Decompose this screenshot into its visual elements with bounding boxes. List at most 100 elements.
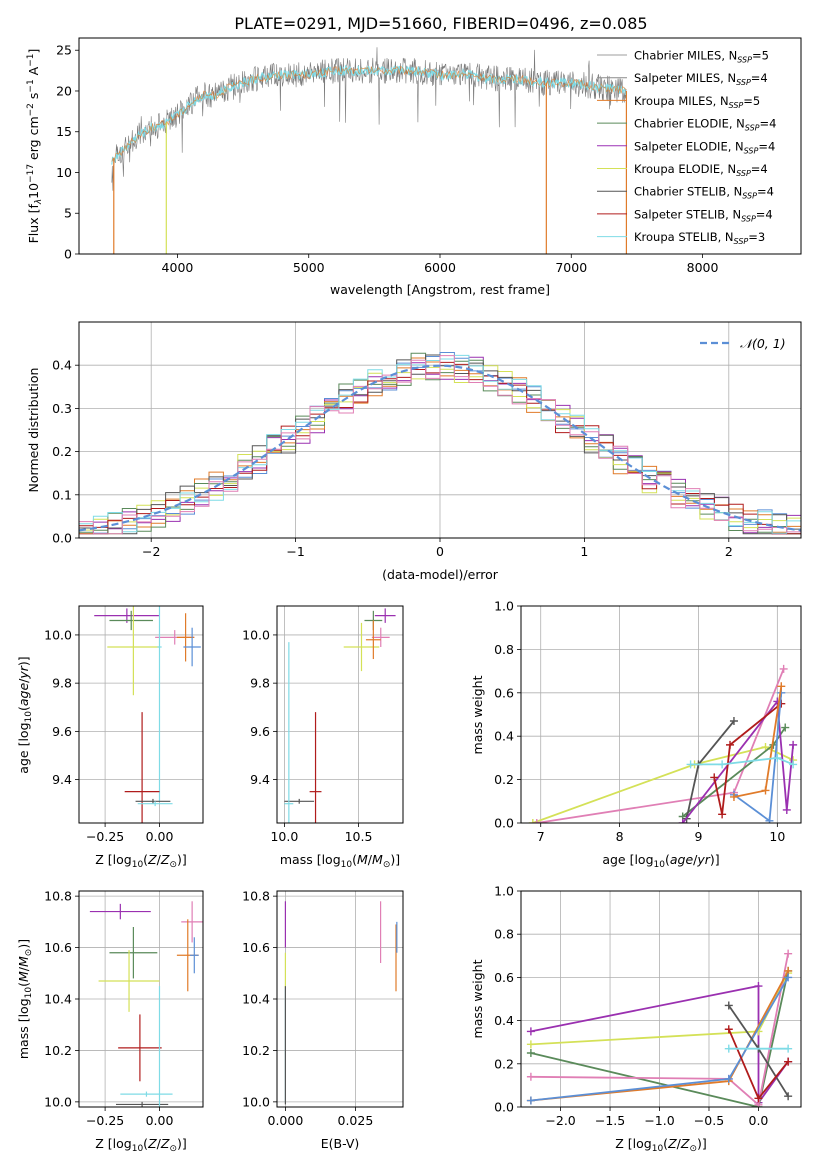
y-axis-label-part: s <box>26 93 41 104</box>
y-axis-label-part: 10 <box>26 183 41 199</box>
legend-entry: Kroupa ELODIE, NSSP=4 <box>634 162 768 178</box>
y-tick-label: 9.6 <box>52 724 72 739</box>
y-axis-label: Flux [fλ10−17 erg cm−2 s−1 A−1] <box>26 49 44 244</box>
x-tick-label: 1 <box>580 544 588 559</box>
axis-label-part: ⊙ <box>24 949 34 957</box>
x-tick-label: 9 <box>694 829 702 844</box>
x-tick-label: 0.025 <box>338 1113 374 1128</box>
axis-label-part: Z [log <box>95 1136 131 1151</box>
series-point <box>761 743 770 752</box>
axis-label-part: Z [log <box>615 1136 651 1151</box>
axis-label-part: mass [log <box>16 998 31 1059</box>
panel-spectrum: 4000 5000 6000 7000 8000 0 5 10 15 20 25 wavelength… <box>26 37 802 297</box>
axis-label-part: )] <box>16 656 31 666</box>
x-axis-label: age [log10(age/yr)] <box>602 852 719 870</box>
series-point <box>724 1044 733 1053</box>
axis-label-part: ( <box>663 1136 668 1151</box>
series-point <box>528 819 537 823</box>
x-tick-label: 0.00 <box>146 1113 174 1128</box>
y-tick-label: 0 <box>64 247 72 262</box>
axis-label-part: ( <box>16 982 31 987</box>
x-tick-label: −1.5 <box>595 1113 625 1128</box>
x-axis-label: (data-model)/error <box>382 567 499 582</box>
histogram-step <box>79 355 801 535</box>
series-point <box>526 1049 535 1057</box>
x-tick-label: −1 <box>286 544 304 559</box>
axis-label-part: 10 <box>652 1144 664 1154</box>
axis-label-part: ( <box>143 1136 148 1151</box>
legend-entry: Kroupa MILES, NSSP=5 <box>634 94 760 110</box>
y-tick-label: 10.4 <box>242 992 270 1007</box>
axis-label-part: age <box>670 852 694 867</box>
x-tick-label: 0 <box>436 544 444 559</box>
x-tick-label: 10.0 <box>270 829 298 844</box>
series-point <box>765 816 774 823</box>
y-axis-label-part: λ <box>34 199 44 205</box>
series-point <box>782 805 791 814</box>
x-tick-label: 8 <box>616 829 624 844</box>
series-point <box>526 1096 535 1105</box>
series-point <box>789 740 798 749</box>
x-tick-label: 6000 <box>424 260 456 275</box>
axis-label-part: )] <box>710 852 720 867</box>
y-tick-label: 0.2 <box>494 772 514 787</box>
axes-frame <box>520 605 802 824</box>
y-tick-label: 10.8 <box>242 889 270 904</box>
axis-label-part: ( <box>16 706 31 711</box>
y-tick-label: 10.6 <box>242 940 270 955</box>
y-tick-label: 0.4 <box>52 358 72 373</box>
axis-label-part: )] <box>177 852 187 867</box>
y-axis-label-part: Flux [f <box>26 204 41 244</box>
y-tick-label: 10.0 <box>242 627 270 642</box>
y-axis-label-part: −17 <box>26 164 36 183</box>
y-tick-label: 0.4 <box>494 1013 514 1028</box>
series-point <box>718 760 727 769</box>
y-tick-label: 9.8 <box>52 676 72 691</box>
x-tick-label: −0.25 <box>86 1113 124 1128</box>
axis-label-part: Z <box>147 1136 157 1151</box>
axis-label-part: / <box>16 678 31 683</box>
axis-label-part: )] <box>16 939 31 949</box>
series-point <box>526 1027 535 1036</box>
axis-label-part: )] <box>697 1136 707 1151</box>
axes-frame <box>276 890 404 1108</box>
series-point <box>777 682 786 691</box>
series-point <box>781 723 790 732</box>
axis-label-part: / <box>16 966 31 971</box>
legend-entry: 𝒩(0, 1) <box>740 336 786 351</box>
y-tick-label: 9.8 <box>250 676 270 691</box>
y-axis-label: age [log10(age/yr)] <box>16 656 34 773</box>
series-point <box>678 819 687 823</box>
y-tick-label: 0.6 <box>494 970 514 985</box>
legend-entry: Chabrier MILES, NSSP=5 <box>634 49 769 65</box>
x-tick-label: −2.0 <box>545 1113 575 1128</box>
panel-mass-vs-EBV: 0.000 0.025 10.0 10.2 10.4 10.6 10.8 E(B-V) <box>242 889 404 1151</box>
y-tick-label: 5 <box>64 206 72 221</box>
normal-curve <box>79 364 801 532</box>
x-axis-label: Z [log10(Z/Z⊙)] <box>615 1136 707 1154</box>
series-point <box>532 819 541 823</box>
spectrum-model-line <box>111 65 627 162</box>
x-tick-label: 4000 <box>162 260 194 275</box>
series-point <box>784 1092 793 1101</box>
y-tick-label: 0.2 <box>494 1056 514 1071</box>
plot-area <box>111 47 628 254</box>
axis-label-part: ( <box>143 852 148 867</box>
series-point <box>718 810 727 819</box>
axis-label-part: / <box>157 1136 162 1151</box>
y-axis-label: mass weight <box>470 959 485 1038</box>
series-line <box>530 984 789 1106</box>
y-tick-label: 0.0 <box>494 1100 514 1115</box>
axis-label-part: ( <box>665 852 670 867</box>
axis-label-part: yr <box>16 665 31 679</box>
series-point <box>784 973 793 982</box>
axes-frame <box>78 605 204 824</box>
y-axis-label-part: −2 <box>26 103 36 116</box>
y-tick-label: 0.6 <box>494 685 514 700</box>
axis-label-part: M <box>16 956 31 967</box>
series-point <box>784 949 793 958</box>
plot-area <box>79 352 801 535</box>
y-axis-label-part: −1 <box>26 79 36 92</box>
